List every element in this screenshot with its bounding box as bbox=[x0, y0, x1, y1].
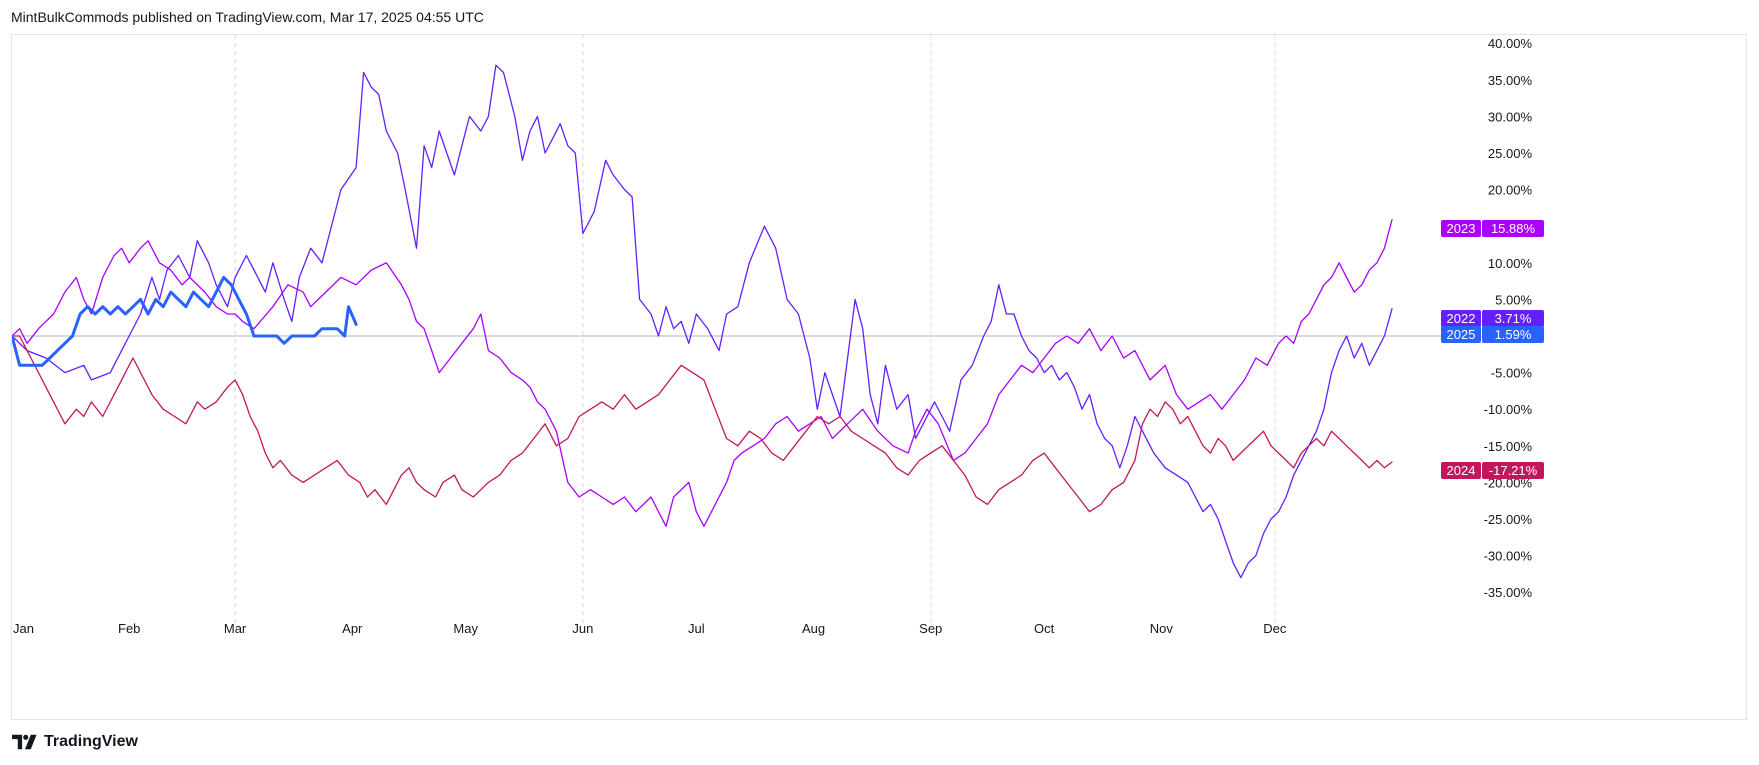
y-tick-label: -35.00% bbox=[1484, 585, 1533, 600]
x-tick-label: Jun bbox=[572, 621, 593, 636]
end-label-value-tag bbox=[1482, 462, 1544, 479]
end-label-year-tag bbox=[1441, 326, 1481, 343]
end-label-value: -17.21% bbox=[1489, 463, 1538, 478]
end-label-2022: 2022 3.71% bbox=[1441, 310, 1544, 327]
end-label-2023: 2023 15.88% bbox=[1441, 220, 1544, 237]
tradingview-logo-icon bbox=[12, 734, 37, 750]
end-label-value: 3.71% bbox=[1495, 311, 1532, 326]
x-tick-label: Apr bbox=[342, 621, 363, 636]
series-line-2025 bbox=[12, 275, 358, 367]
end-label-year: 2024 bbox=[1447, 463, 1476, 478]
end-label-2025: 2025 1.59% bbox=[1441, 326, 1544, 343]
y-tick-label: 5.00% bbox=[1495, 292, 1532, 307]
y-tick-label: 10.00% bbox=[1488, 256, 1533, 271]
x-tick-label: May bbox=[453, 621, 478, 636]
end-label-year: 2025 bbox=[1447, 327, 1476, 342]
end-label-value: 1.59% bbox=[1495, 327, 1532, 342]
series-line-2022 bbox=[12, 64, 1393, 579]
publisher-attribution: MintBulkCommods published on TradingView… bbox=[11, 9, 484, 25]
seasonal-line-chart[interactable]: 40.00%35.00%30.00%25.00%20.00%15.00%10.0… bbox=[12, 35, 1748, 721]
end-label-year: 2023 bbox=[1447, 221, 1476, 236]
end-label-year: 2022 bbox=[1447, 311, 1476, 326]
y-tick-label: -20.00% bbox=[1484, 475, 1533, 490]
grid-layer bbox=[12, 35, 1535, 625]
end-label-year-tag bbox=[1441, 462, 1481, 479]
x-tick-label: Aug bbox=[802, 621, 825, 636]
y-tick-label: -10.00% bbox=[1484, 402, 1533, 417]
series-layer bbox=[12, 64, 1393, 579]
series-line-2024 bbox=[12, 335, 1393, 513]
x-tick-label: Jul bbox=[688, 621, 705, 636]
end-labels: 2023 15.88% 2022 3.71% 2025 1.59% 2024 -17.21% bbox=[1441, 220, 1544, 479]
y-tick-label: -30.00% bbox=[1484, 549, 1533, 564]
y-tick-label: 20.00% bbox=[1488, 183, 1533, 198]
end-label-2024: 2024 -17.21% bbox=[1441, 462, 1544, 479]
end-label-year-tag bbox=[1441, 310, 1481, 327]
series-line-2023 bbox=[12, 219, 1393, 527]
x-tick-label: Oct bbox=[1034, 621, 1055, 636]
x-axis: Jan Feb Mar Apr May Jun Jul Aug Sep Oct Nov Dec bbox=[13, 621, 1287, 636]
end-label-value-tag bbox=[1482, 310, 1544, 327]
y-tick-label: 30.00% bbox=[1488, 109, 1533, 124]
y-tick-label: -25.00% bbox=[1484, 512, 1533, 527]
y-tick-label: -5.00% bbox=[1491, 366, 1533, 381]
end-label-value-tag bbox=[1482, 220, 1544, 237]
y-tick-label: 40.00% bbox=[1488, 36, 1533, 51]
end-label-value-tag bbox=[1482, 326, 1544, 343]
x-tick-label: Mar bbox=[224, 621, 247, 636]
x-tick-label: Jan bbox=[13, 621, 34, 636]
tradingview-brand[interactable]: TradingView bbox=[12, 733, 138, 751]
end-label-value: 15.88% bbox=[1491, 221, 1536, 236]
x-tick-label: Dec bbox=[1263, 621, 1287, 636]
chart-frame[interactable]: 40.00%35.00%30.00%25.00%20.00%15.00%10.0… bbox=[11, 34, 1747, 720]
y-tick-label: -15.00% bbox=[1484, 439, 1533, 454]
x-tick-label: Sep bbox=[919, 621, 942, 636]
y-tick-label: 25.00% bbox=[1488, 146, 1533, 161]
x-tick-label: Feb bbox=[118, 621, 140, 636]
end-label-year-tag bbox=[1441, 220, 1481, 237]
x-tick-label: Nov bbox=[1150, 621, 1174, 636]
brand-name: TradingView bbox=[44, 733, 138, 750]
y-tick-label: 35.00% bbox=[1488, 73, 1533, 88]
